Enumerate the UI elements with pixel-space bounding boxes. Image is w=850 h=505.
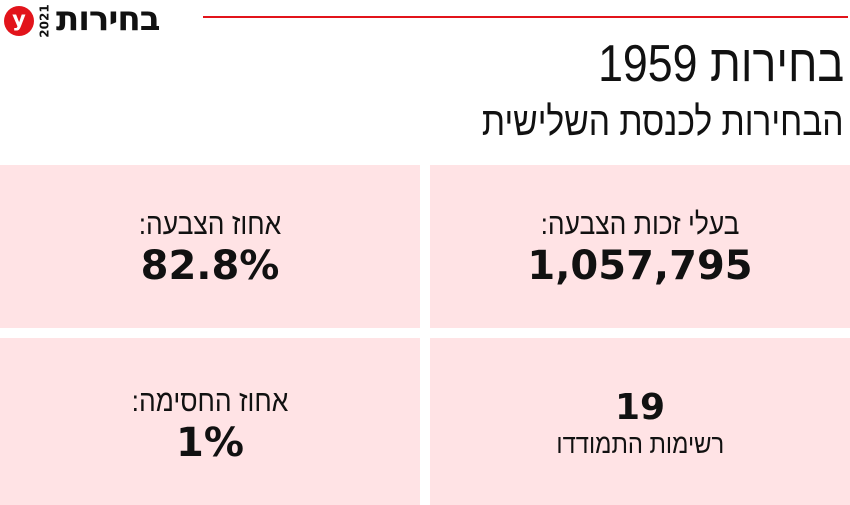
threshold-label: אחוז החסימה: — [131, 384, 289, 418]
eligible-voters-box: בעלי זכות הצבעה: 1,057,795 — [430, 165, 850, 328]
eligible-voters-value: 1,057,795 — [527, 242, 753, 289]
competing-lists-value: 19 — [614, 386, 666, 428]
turnout-box: אחוז הצבעה: 82.8% — [0, 165, 420, 328]
threshold-value: 1% — [176, 419, 244, 466]
turnout-value: 82.8% — [140, 242, 280, 289]
logo-letter: y — [12, 7, 26, 31]
competing-lists-box: 19 רשימות התמודדו — [430, 338, 850, 505]
page-subtitle: הבחירות לכנסת השלישית — [482, 100, 844, 144]
turnout-label: אחוז הצבעה: — [138, 207, 282, 241]
header-divider — [203, 16, 848, 18]
eligible-voters-label: בעלי זכות הצבעה: — [540, 207, 740, 241]
header-bar: y 2021 בחירות — [0, 0, 850, 40]
brand-year: 2021 — [37, 4, 53, 38]
ynet-logo: y — [4, 6, 34, 36]
threshold-box: אחוז החסימה: 1% — [0, 338, 420, 505]
year-label: 2021 — [38, 4, 52, 38]
competing-lists-label: רשימות התמודדו — [556, 428, 724, 459]
brand-title: בחירות — [56, 0, 160, 39]
page-title: בחירות 1959 — [597, 35, 844, 93]
